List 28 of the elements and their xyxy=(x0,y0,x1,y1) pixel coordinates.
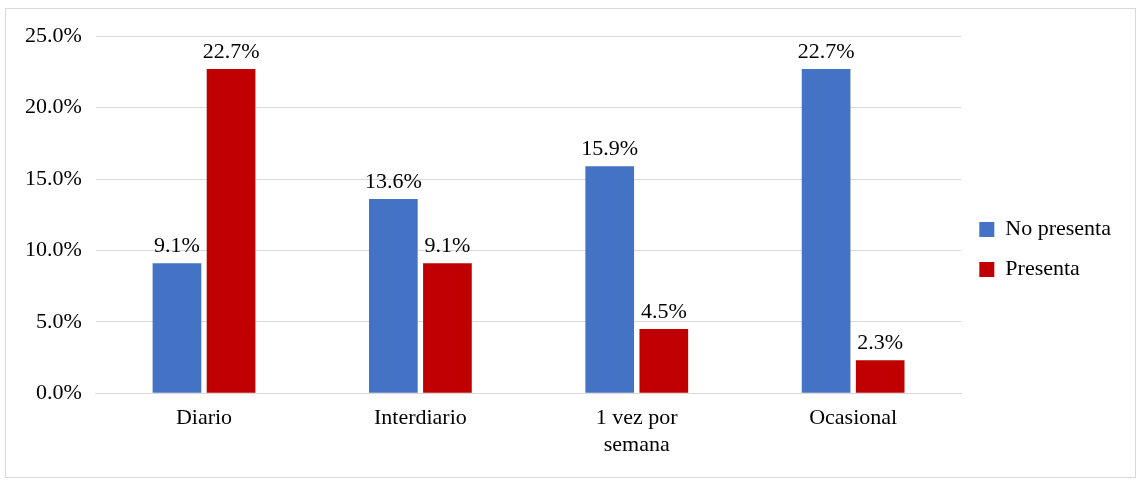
x-tick-label: 1 vez por semana xyxy=(595,404,679,456)
data-label: 9.1% xyxy=(424,232,471,258)
x-tick-label: Diario xyxy=(175,404,233,430)
bar xyxy=(423,263,472,393)
bar xyxy=(206,69,256,393)
x-tick-label: Interdiario xyxy=(373,404,467,430)
legend-label: Presenta xyxy=(1005,255,1081,281)
data-label: 15.9% xyxy=(581,134,639,160)
data-label: 2.3% xyxy=(857,329,904,355)
y-tick-label: 0.0% xyxy=(36,378,82,404)
legend-label: No presenta xyxy=(1005,215,1112,241)
x-tick-label: Ocasional xyxy=(809,404,898,430)
data-label: 22.7% xyxy=(202,37,260,63)
bar xyxy=(152,263,202,393)
bar xyxy=(855,360,905,393)
y-tick-label: 20.0% xyxy=(25,93,82,119)
data-label: 4.5% xyxy=(640,297,687,323)
data-label: 22.7% xyxy=(797,37,855,63)
bar xyxy=(801,69,851,393)
y-tick-label: 15.0% xyxy=(25,164,82,190)
y-tick-label: 10.0% xyxy=(25,236,82,262)
bar xyxy=(369,198,418,393)
data-label: 13.6% xyxy=(364,167,422,193)
data-label: 9.1% xyxy=(154,232,200,258)
bar xyxy=(639,328,689,393)
bar xyxy=(585,166,635,393)
y-tick-label: 25.0% xyxy=(25,21,82,47)
y-tick-label: 5.0% xyxy=(36,307,82,333)
